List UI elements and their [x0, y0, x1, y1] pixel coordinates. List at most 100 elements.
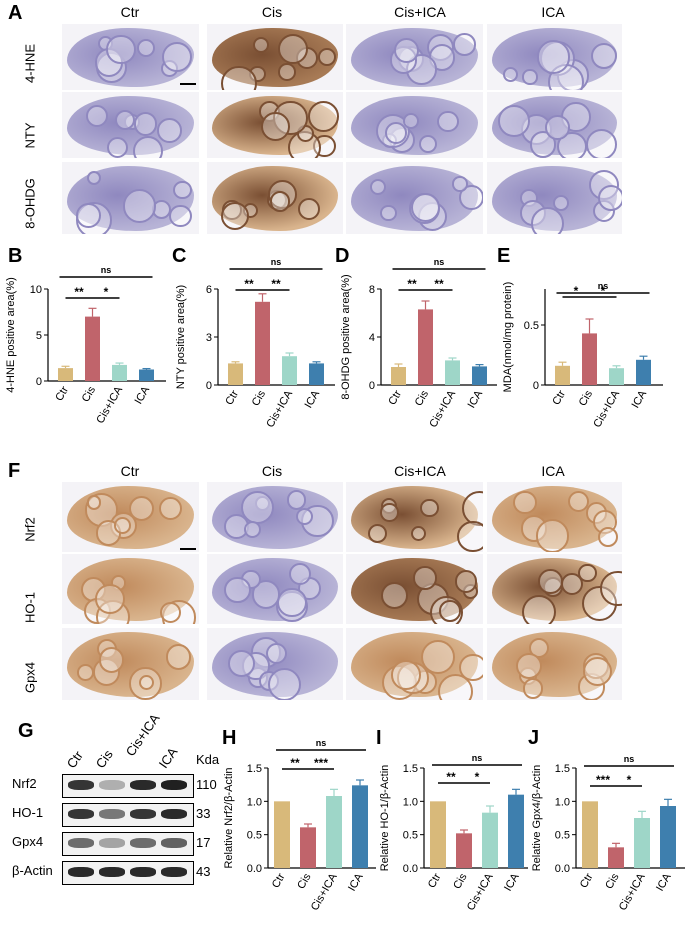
x-tick-label: Cis+ICA [94, 384, 125, 426]
col-title-f-ica: ICA [541, 463, 565, 479]
significance-label: * [475, 770, 480, 784]
wb-band [99, 809, 125, 819]
x-tick-label: Cis [80, 384, 99, 404]
wb-band [99, 838, 125, 848]
y-tick-label: 0 [533, 380, 539, 392]
histology-image-a-r0-c2 [346, 24, 483, 90]
histology-image-f-r0-c3 [487, 482, 622, 552]
panel-letter-h: H [222, 727, 237, 749]
histology-image-f-r2-c0 [62, 628, 199, 700]
x-tick-label: Cis+ICA [309, 871, 340, 913]
y-tick-label: 1.0 [555, 796, 570, 808]
y-axis-label: Relative Gpx4/β-Actin [531, 765, 543, 872]
histology-image-a-r2-c1 [207, 162, 343, 234]
y-tick-label: 1.5 [403, 763, 418, 775]
y-tick-label: 10 [30, 284, 42, 296]
wb-band [68, 867, 94, 877]
bar-cis [255, 301, 270, 385]
kda-header: Kda [196, 752, 220, 767]
bar-cis-ica [445, 360, 460, 385]
x-tick-label: ICA [303, 388, 323, 410]
chart-j: 0.0 0.5 1.0 1.5 Relative Gpx4/β-Actin Ctr CisC… [531, 754, 685, 913]
significance-label: ns [316, 738, 327, 748]
significance-label: ns [472, 753, 483, 763]
col-title-cis-ica: Cis+ICA [394, 4, 446, 20]
row-label-8ohdg: 8-OHDG [22, 178, 38, 229]
y-tick-label: 0 [206, 380, 212, 392]
significance-label: ** [446, 770, 456, 784]
bar-cis-ica [634, 818, 650, 868]
x-tick-label: Cis+ICA [465, 871, 496, 913]
significance-label: * [601, 284, 606, 298]
panel-letter-a: A [8, 2, 23, 24]
wb-band [130, 838, 156, 848]
significance-label: ns [434, 257, 445, 267]
bar-cis-ica [112, 364, 127, 381]
x-tick-label: Cis+ICA [427, 388, 458, 430]
bar-cis [85, 316, 100, 381]
bar-cis [608, 847, 624, 868]
y-tick-label: 0.5 [524, 320, 539, 332]
wb-band [68, 780, 94, 790]
bar-ica [508, 794, 524, 868]
y-tick-label: 0 [36, 376, 42, 388]
histology-image-a-r1-c2 [346, 92, 483, 158]
y-tick-label: 0 [369, 380, 375, 392]
significance-label: * [104, 285, 109, 299]
bar-cis-ica [609, 368, 624, 385]
wb-kda-label: 33 [196, 806, 211, 821]
wb-kda-label: 17 [196, 835, 211, 850]
wb-band [99, 780, 125, 790]
significance-label: ** [74, 285, 84, 299]
y-tick-label: 0.5 [555, 830, 570, 842]
bar-ctr [228, 363, 243, 385]
col-title-f-cis: Cis [261, 463, 283, 479]
significance-label: ns [624, 754, 635, 764]
significance-label: * [574, 284, 579, 298]
y-tick-label: 6 [206, 284, 212, 296]
x-tick-label: Ctr [223, 388, 241, 407]
y-tick-label: 4 [369, 332, 375, 344]
x-tick-label: Cis [250, 388, 269, 408]
significance-label: ns [271, 257, 282, 267]
histology-image-a-r2-c2 [346, 162, 483, 234]
x-tick-label: ICA [630, 388, 650, 410]
bar-ica [139, 369, 154, 381]
wb-kda-label: 43 [196, 864, 211, 879]
significance-label: * [627, 773, 632, 787]
bar-cis [418, 309, 433, 385]
y-tick-label: 1.0 [403, 796, 418, 808]
bar-ctr [391, 367, 406, 385]
y-tick-label: 3 [206, 332, 212, 344]
bar-ctr [274, 801, 290, 868]
panel-letter-c: C [172, 245, 187, 267]
significance-label: ** [244, 277, 254, 291]
histology-image-a-r1-c1 [207, 92, 343, 158]
bar-ica [636, 359, 651, 385]
y-axis-label: 8-OHDG positive area(%) [340, 274, 352, 399]
significance-label: ** [290, 756, 300, 770]
x-tick-label: ICA [466, 388, 486, 410]
wb-kda-label: 110 [196, 777, 217, 792]
chart-h: 0.0 0.5 1.0 1.5 Relative Nrf2/β-Actin Ctr CisC… [223, 738, 376, 913]
bar-cis [582, 333, 597, 385]
bar-cis-ica [482, 812, 498, 868]
x-tick-label: ICA [654, 871, 674, 893]
col-title-ctr: Ctr [120, 4, 140, 20]
scale-bar-f [180, 548, 196, 550]
col-title-cis: Cis [261, 4, 283, 20]
histology-image-f-r2-c2 [346, 628, 483, 700]
y-tick-label: 1.5 [555, 763, 570, 775]
x-tick-label: Ctr [426, 871, 444, 890]
bar-ctr [582, 801, 598, 868]
wb-band [161, 867, 187, 877]
x-tick-label: Ctr [550, 388, 568, 407]
y-axis-label: 4-HNE positive area(%) [5, 277, 17, 393]
wb-protein-label: HO-1 [12, 805, 44, 820]
histology-image-f-r1-c2 [346, 554, 483, 624]
wb-band [68, 809, 94, 819]
wb-lane-label: Cis [92, 747, 116, 771]
scale-bar-a [180, 83, 196, 85]
y-axis-label: MDA(nmol/mg protein) [502, 282, 514, 393]
